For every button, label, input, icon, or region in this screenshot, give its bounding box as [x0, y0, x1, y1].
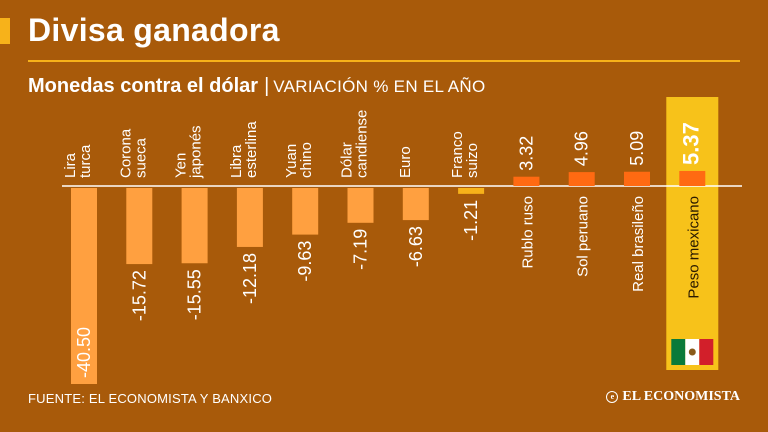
value-label: -9.63 [295, 241, 315, 282]
value-label: -6.63 [406, 226, 426, 267]
bar-franco-suizo [458, 188, 485, 194]
value-label: -40.50 [74, 327, 94, 378]
bar-dólar-candiense [347, 188, 374, 223]
bar-yen-japonés [181, 188, 208, 264]
category-label: japonés [188, 125, 205, 179]
chart-subtitle: Monedas contra el dólar | VARIACIÓN % EN E… [28, 75, 486, 98]
category-label: Lira [62, 152, 79, 178]
source-note: FUENTE: EL ECONOMISTA Y BANXICO [28, 391, 273, 406]
category-label: Franco [449, 131, 466, 178]
category-label: turca [77, 144, 94, 178]
value-label: -12.18 [240, 253, 260, 304]
value-label: -7.19 [351, 229, 371, 270]
page-title: Divisa ganadora [28, 12, 280, 48]
subtitle-separator: | [264, 75, 270, 97]
category-label: Real brasileño [630, 196, 647, 292]
bar-lira-turca [71, 188, 97, 384]
category-label: Euro [397, 146, 414, 178]
category-label: Dólar [339, 142, 356, 178]
mexico-flag-icon [671, 339, 714, 365]
category-label: candiense [354, 110, 371, 178]
value-label: 5.09 [627, 131, 647, 166]
value-label: -15.72 [129, 270, 149, 321]
bar-rublo-ruso [513, 176, 540, 186]
category-label: Yen [173, 153, 190, 178]
value-label: -1.21 [461, 200, 481, 241]
value-label: 3.32 [516, 136, 536, 171]
category-label: suizo [464, 143, 481, 178]
value-label: -15.55 [185, 269, 205, 320]
brand-name: EL ECONOMISTA [622, 389, 740, 404]
title-accent [0, 18, 10, 44]
value-label: 5.37 [678, 122, 703, 165]
category-label: sueca [132, 137, 149, 178]
bar-libra-esterlina [236, 188, 263, 247]
value-label: 4.96 [572, 131, 592, 166]
category-label: chino [298, 142, 315, 178]
category-label: Peso mexicano [685, 196, 702, 299]
bar-sol-peruano [568, 172, 595, 186]
subtitle-main: Monedas contra el dólar [28, 75, 259, 97]
bar-yuan-chino [292, 188, 319, 235]
category-label: Libra [228, 144, 245, 178]
globe-icon: e [606, 391, 619, 403]
category-label: esterlina [243, 121, 260, 178]
category-label: Rublo ruso [519, 196, 536, 269]
bar-peso-mexicano [679, 170, 706, 186]
bar-corona-sueca [126, 188, 153, 265]
highlight-band [666, 97, 719, 370]
brand-logo: e EL ECONOMISTA [606, 389, 740, 405]
bar-euro [402, 188, 429, 221]
title-divider [28, 60, 740, 62]
subtitle-unit: VARIACIÓN % EN EL AÑO [273, 77, 486, 96]
category-label: Sol peruano [575, 196, 592, 277]
bar-real-brasileño [624, 171, 650, 186]
category-label: Corona [117, 128, 134, 178]
category-label: Yuan [283, 144, 300, 178]
